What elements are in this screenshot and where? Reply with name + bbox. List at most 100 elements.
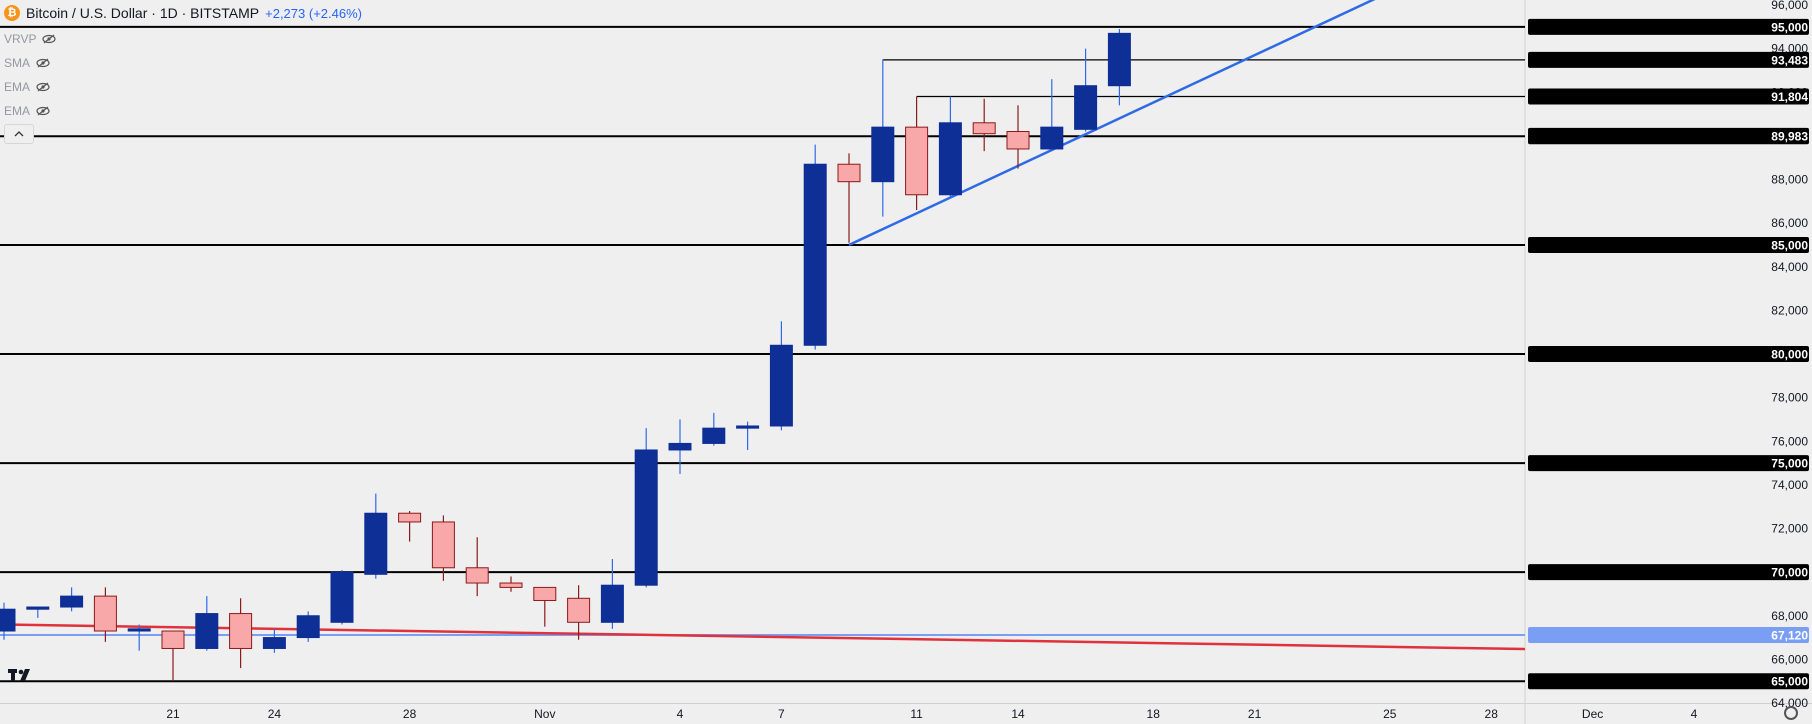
candle[interactable]	[938, 122, 962, 196]
time-tick-label: 14	[1011, 707, 1025, 721]
level-price-tag	[1528, 564, 1809, 581]
indicator-list: VRVP SMA EMA EMA	[4, 27, 57, 123]
level-price-label: 89,983	[1771, 130, 1808, 144]
indicator-ema-2[interactable]: EMA	[4, 99, 56, 123]
price-tick-label: 78,000	[1771, 391, 1808, 405]
level-price-label: 85,000	[1771, 238, 1808, 252]
candle[interactable]	[499, 582, 523, 588]
candle[interactable]	[736, 425, 760, 429]
candle[interactable]	[195, 613, 219, 649]
level-price-label: 93,483	[1771, 53, 1808, 67]
candle[interactable]	[465, 567, 489, 584]
time-tick-label: 4	[1691, 707, 1698, 721]
candle[interactable]	[364, 512, 388, 575]
candle[interactable]	[1074, 85, 1098, 130]
candle[interactable]	[229, 613, 253, 649]
level-price-label: 65,000	[1771, 675, 1808, 689]
price-change: +2,273 (+2.46%)	[265, 5, 362, 21]
eye-hidden-icon[interactable]	[36, 58, 50, 68]
level-price-tag	[1528, 626, 1809, 643]
settings-icon[interactable]	[1784, 706, 1798, 720]
time-tick-label: 18	[1147, 707, 1161, 721]
indicator-label: EMA	[4, 104, 31, 118]
price-tick-label: 68,000	[1771, 609, 1808, 623]
time-tick-label: 28	[1485, 707, 1499, 721]
candle[interactable]	[296, 615, 320, 639]
level-price-tag	[1528, 128, 1809, 145]
level-price-tag	[1528, 346, 1809, 362]
level-price-tag	[1528, 236, 1809, 253]
tradingview-logo[interactable]	[8, 667, 36, 688]
blue-trendline[interactable]	[848, 0, 1390, 247]
candle[interactable]	[668, 442, 692, 451]
time-tick-label: 24	[268, 707, 282, 721]
price-tick-label: 72,000	[1771, 522, 1808, 536]
time-tick-label: 7	[778, 707, 785, 721]
level-price-tag	[1528, 18, 1809, 35]
candle[interactable]	[127, 628, 151, 632]
candle[interactable]	[262, 637, 286, 649]
symbol-title[interactable]: Bitcoin / U.S. Dollar · 1D · BITSTAMP	[26, 5, 260, 21]
time-tick-label: 21	[1248, 707, 1262, 721]
candle[interactable]	[330, 571, 354, 623]
time-tick-label: Nov	[534, 707, 555, 721]
candle[interactable]	[600, 584, 624, 623]
level-price-label: 70,000	[1771, 566, 1808, 580]
candle[interactable]	[769, 344, 793, 427]
eye-hidden-icon[interactable]	[42, 34, 57, 44]
candle[interactable]	[431, 521, 455, 569]
candle[interactable]	[0, 608, 16, 632]
time-tick-label: 4	[677, 707, 684, 721]
time-tick-label: 25	[1383, 707, 1397, 721]
candle[interactable]	[1040, 126, 1064, 150]
eye-hidden-icon[interactable]	[36, 82, 50, 92]
level-price-label: 91,804	[1771, 90, 1808, 104]
candle[interactable]	[871, 126, 895, 183]
candle[interactable]	[533, 586, 557, 601]
candle[interactable]	[398, 512, 422, 523]
price-tick-label: 86,000	[1771, 216, 1808, 230]
red-trendline[interactable]	[3, 623, 1526, 651]
price-tick-label: 88,000	[1771, 173, 1808, 187]
candle[interactable]	[1107, 32, 1131, 87]
chart-header: ₿ Bitcoin / U.S. Dollar · 1D · BITSTAMP …	[4, 3, 362, 23]
bitcoin-icon: ₿	[4, 5, 20, 21]
tradingview-logo-icon	[8, 669, 30, 681]
time-tick-label: 28	[403, 707, 417, 721]
candle[interactable]	[26, 606, 50, 610]
indicator-sma[interactable]: SMA	[4, 51, 56, 75]
time-tick-label: 21	[166, 707, 180, 721]
collapse-indicators-button[interactable]	[4, 124, 34, 144]
price-tick-label: 74,000	[1771, 478, 1808, 492]
candle[interactable]	[1006, 131, 1030, 150]
price-tick-label: 66,000	[1771, 652, 1808, 666]
candle[interactable]	[702, 427, 726, 444]
candle[interactable]	[634, 449, 658, 586]
candle[interactable]	[905, 126, 929, 196]
level-price-label: 95,000	[1771, 20, 1808, 34]
candle[interactable]	[803, 163, 827, 346]
price-tick-label: 96,000	[1771, 0, 1808, 12]
level-price-tag	[1528, 88, 1809, 105]
price-tick-label: 82,000	[1771, 303, 1808, 317]
indicator-label: SMA	[4, 56, 31, 70]
candle[interactable]	[837, 163, 861, 183]
price-tick-label: 76,000	[1771, 434, 1808, 448]
candle[interactable]	[60, 595, 84, 608]
candle[interactable]	[567, 597, 591, 623]
indicator-vrvp[interactable]: VRVP	[4, 27, 57, 51]
price-tick-label: 84,000	[1771, 260, 1808, 274]
indicator-label: EMA	[4, 80, 31, 94]
indicator-label: VRVP	[4, 32, 37, 46]
candle[interactable]	[161, 630, 185, 649]
indicator-ema-1[interactable]: EMA	[4, 75, 56, 99]
level-price-label: 80,000	[1771, 348, 1808, 362]
level-price-label: 75,000	[1771, 457, 1808, 471]
time-tick-label: 11	[910, 707, 923, 721]
candle[interactable]	[972, 122, 996, 135]
eye-hidden-icon[interactable]	[36, 106, 50, 116]
chevron-up-icon	[14, 131, 24, 137]
candle[interactable]	[93, 595, 117, 632]
level-price-tag	[1528, 51, 1809, 68]
